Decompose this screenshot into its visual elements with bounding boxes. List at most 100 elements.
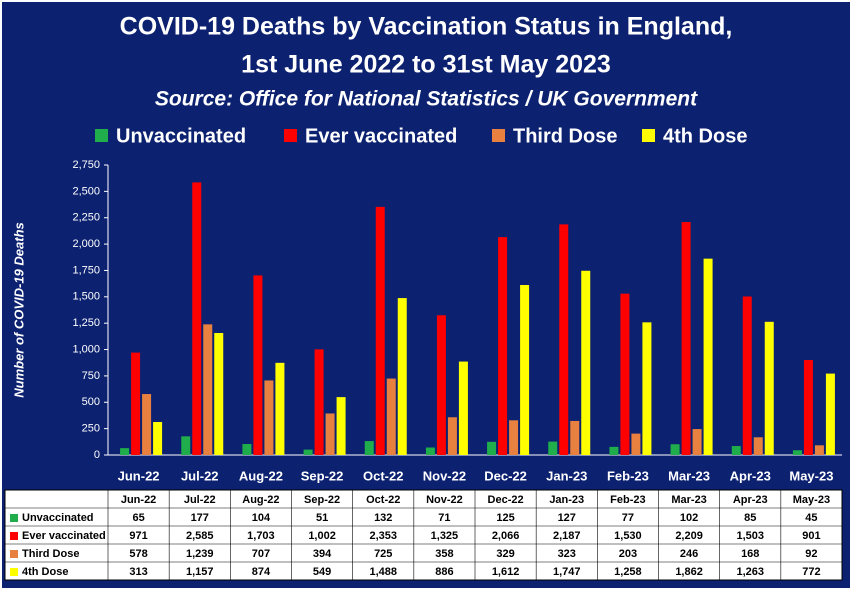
bar	[703, 258, 713, 455]
bar	[487, 441, 497, 455]
x-tick-label: Jul-22	[181, 468, 219, 483]
table-cell: 177	[191, 512, 209, 524]
table-cell: 168	[741, 548, 759, 560]
table-cell: 707	[252, 548, 270, 560]
bar	[764, 321, 774, 455]
x-tick-label: Apr-23	[730, 468, 771, 483]
table-cell: 1,530	[614, 530, 642, 542]
bar	[214, 332, 224, 455]
x-tick-label: Nov-22	[423, 468, 466, 483]
bar	[325, 413, 335, 455]
bar	[570, 420, 580, 455]
bar	[375, 206, 385, 455]
table-cell: 2,209	[675, 530, 703, 542]
bar	[397, 298, 407, 455]
bar	[620, 293, 630, 455]
y-tick-label: 1,750	[72, 264, 100, 276]
table-header: Apr-23	[733, 494, 768, 506]
table-cell: 104	[252, 512, 271, 524]
table-cell: 51	[316, 512, 328, 524]
table-cell: 132	[374, 512, 392, 524]
table-cell: 77	[622, 512, 634, 524]
x-tick-label: Dec-22	[484, 468, 527, 483]
table-header: Oct-22	[366, 494, 400, 506]
table-cell: 1,258	[614, 566, 642, 578]
x-tick-label: Sep-22	[301, 468, 344, 483]
table-cell: 874	[252, 566, 271, 578]
bar	[336, 397, 346, 455]
legend-swatch	[492, 129, 505, 142]
table-cell: 549	[313, 566, 331, 578]
table-header: Mar-23	[671, 494, 706, 506]
bar	[753, 437, 763, 455]
bar	[814, 445, 824, 455]
x-tick-label: Feb-23	[607, 468, 649, 483]
table-cell: 323	[558, 548, 576, 560]
table-cell: 102	[680, 512, 698, 524]
table-header: Dec-22	[488, 494, 524, 506]
table-cell: 1,325	[431, 530, 459, 542]
y-tick-label: 250	[82, 423, 100, 435]
table-cell: 2,066	[492, 530, 520, 542]
table-header: Jun-22	[121, 494, 156, 506]
table-cell: 358	[435, 548, 453, 560]
y-tick-label: 0	[94, 449, 100, 461]
table-header: Aug-22	[242, 494, 279, 506]
table-cell: 1,503	[736, 530, 764, 542]
y-tick-label: 1,500	[72, 291, 100, 303]
legend-swatch	[95, 129, 108, 142]
table-header: Jan-23	[549, 494, 584, 506]
table-cell: 1,157	[186, 566, 214, 578]
bar	[731, 446, 741, 455]
table-cell: 45	[805, 512, 817, 524]
bar	[642, 322, 652, 455]
table-cell: 1,703	[247, 530, 275, 542]
table-cell: 1,239	[186, 548, 214, 560]
bar	[120, 448, 130, 455]
bar	[181, 436, 191, 455]
bar	[609, 446, 619, 455]
table-cell: 92	[805, 548, 817, 560]
table-row-label: Third Dose	[22, 548, 79, 560]
x-tick-label: Oct-22	[363, 468, 403, 483]
table-cell: 971	[129, 530, 147, 542]
table-row-label: Ever vaccinated	[22, 530, 106, 542]
table-header: May-23	[793, 494, 830, 506]
bar	[242, 444, 252, 455]
table-cell: 71	[438, 512, 450, 524]
table-cell: 1,488	[369, 566, 397, 578]
x-tick-label: Jan-23	[546, 468, 587, 483]
table-cell: 85	[744, 512, 756, 524]
y-tick-label: 1,250	[72, 317, 100, 329]
x-tick-label: Mar-23	[668, 468, 710, 483]
bar	[498, 237, 508, 455]
bar	[559, 224, 569, 455]
bar	[825, 373, 835, 455]
bar	[264, 380, 274, 455]
bar	[631, 433, 641, 455]
table-cell: 2,585	[186, 530, 214, 542]
x-tick-label: Aug-22	[239, 468, 283, 483]
bar	[792, 450, 802, 455]
bar	[436, 315, 446, 455]
table-cell: 329	[496, 548, 514, 560]
y-tick-label: 2,000	[72, 238, 100, 250]
table-row-label: Unvaccinated	[22, 512, 94, 524]
bar	[386, 378, 396, 455]
table-cell: 1,002	[308, 530, 336, 542]
table-cell: 1,263	[736, 566, 764, 578]
table-cell: 65	[132, 512, 144, 524]
table-cell: 313	[129, 566, 147, 578]
bar	[670, 444, 680, 455]
legend-label: 4th Dose	[663, 125, 747, 147]
table-cell: 246	[680, 548, 698, 560]
legend-swatch	[642, 129, 655, 142]
table-cell: 886	[435, 566, 453, 578]
bar	[303, 449, 313, 455]
bar	[192, 182, 202, 455]
chart-subtitle: Source: Office for National Statistics /…	[155, 88, 698, 111]
chart-title: COVID-19 Deaths by Vaccination Status in…	[120, 13, 733, 41]
bar	[203, 324, 213, 455]
bar	[803, 359, 813, 455]
